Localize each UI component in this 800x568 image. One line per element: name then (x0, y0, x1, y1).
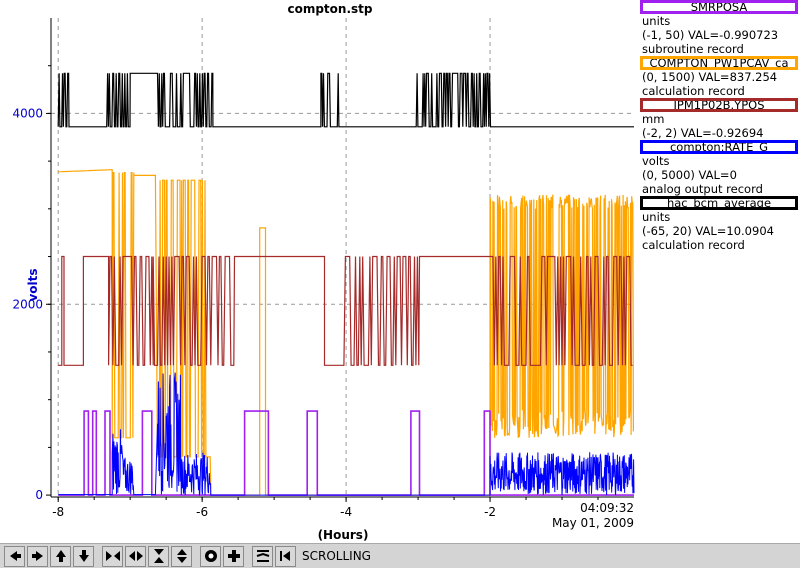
down-arrow-icon (78, 550, 89, 562)
autoscale-button[interactable] (200, 545, 221, 567)
legend-record: analog output record (642, 182, 763, 196)
x-tick-label: -2 (484, 505, 496, 519)
series-line-smrposa (58, 410, 634, 496)
y-tick-label: 4000 (12, 106, 43, 120)
toolbar: SCROLLING (0, 543, 800, 568)
down-arrow-button[interactable] (73, 545, 94, 567)
legend-units: mm (642, 112, 665, 126)
left-end-button[interactable] (275, 545, 296, 567)
legend-range: (0, 5000) VAL=0 (642, 168, 737, 182)
strip-chart: compton.stp volts (Hours) 04:09:32 May 0… (12, 2, 635, 542)
axes: -8 -6 -4 -2 0 2000 4000 (12, 18, 634, 519)
left-arrow-button[interactable] (4, 545, 25, 567)
x-tick-label: -4 (340, 505, 352, 519)
legend-name[interactable]: COMPTON_PW1PCAV_ca (640, 56, 798, 70)
legend-name[interactable]: IPM1P02B.YPOS (640, 98, 798, 112)
legend-name[interactable]: hac_bcm_average (640, 196, 798, 210)
legend-record: calculation record (642, 238, 745, 252)
legend-entry-1: COMPTON_PW1PCAV_ca (0, 1500) VAL=837.254 c… (640, 56, 800, 98)
add-button[interactable] (223, 545, 244, 567)
zoom-in-y-icon (153, 549, 164, 563)
y-axis-label: volts (26, 268, 40, 301)
legend: SMRPOSA units (-1, 50) VAL=-0.990723 subrou… (640, 0, 800, 252)
legend-entry-0: SMRPOSA units (-1, 50) VAL=-0.990723 subrou… (640, 0, 800, 56)
zoom-out-x-icon (128, 551, 143, 561)
legend-units: volts (642, 154, 670, 168)
legend-range: (-1, 50) VAL=-0.990723 (642, 28, 779, 42)
status-text: SCROLLING (302, 549, 371, 563)
y-tick-label: 2000 (12, 297, 43, 311)
legend-entry-3: compton:RATE_G volts (0, 5000) VAL=0 analog… (640, 140, 800, 196)
zoom-out-y-icon (176, 549, 187, 563)
series-group (57, 72, 635, 497)
series-line-compton-rate (58, 372, 635, 497)
legend-record: calculation record (642, 84, 745, 98)
up-arrow-icon (55, 550, 66, 562)
y-tick-label: 0 (35, 488, 43, 502)
end-time: 04:09:32 (580, 501, 634, 515)
legend-range: (0, 1500) VAL=837.254 (642, 70, 778, 84)
left-arrow-icon (9, 551, 21, 561)
zoom-out-x-button[interactable] (125, 545, 146, 567)
up-arrow-button[interactable] (50, 545, 71, 567)
legend-name[interactable]: SMRPOSA (640, 0, 798, 14)
x-tick-label: -8 (52, 505, 64, 519)
left-end-icon (279, 551, 290, 561)
zoom-in-y-button[interactable] (148, 545, 169, 567)
series-line-ipm1p02b (58, 255, 633, 366)
right-arrow-button[interactable] (27, 545, 48, 567)
zoom-in-x-icon (105, 551, 120, 561)
add-icon (227, 550, 240, 562)
autoscale-icon (204, 550, 217, 562)
zoom-out-y-button[interactable] (171, 545, 192, 567)
grid (51, 18, 634, 497)
compress-button[interactable] (252, 545, 273, 567)
legend-units: units (642, 14, 671, 28)
x-tick-label: -6 (196, 505, 208, 519)
legend-name[interactable]: compton:RATE_G (640, 140, 798, 154)
legend-entry-4: hac_bcm_average units (-65, 20) VAL=10.090… (640, 196, 800, 252)
chart-title: compton.stp (287, 2, 372, 16)
series-line-hac-bcm (57, 72, 634, 128)
legend-range: (-2, 2) VAL=-0.92694 (642, 126, 764, 140)
legend-range: (-65, 20) VAL=10.0904 (642, 224, 774, 238)
legend-entry-2: IPM1P02B.YPOS mm (-2, 2) VAL=-0.92694 (640, 98, 800, 140)
legend-record: subroutine record (642, 42, 744, 56)
zoom-in-x-button[interactable] (102, 545, 123, 567)
legend-units: units (642, 210, 671, 224)
x-axis-label: (Hours) (318, 528, 369, 542)
compress-icon (256, 550, 269, 562)
right-arrow-icon (31, 551, 43, 561)
end-date: May 01, 2009 (552, 516, 634, 530)
